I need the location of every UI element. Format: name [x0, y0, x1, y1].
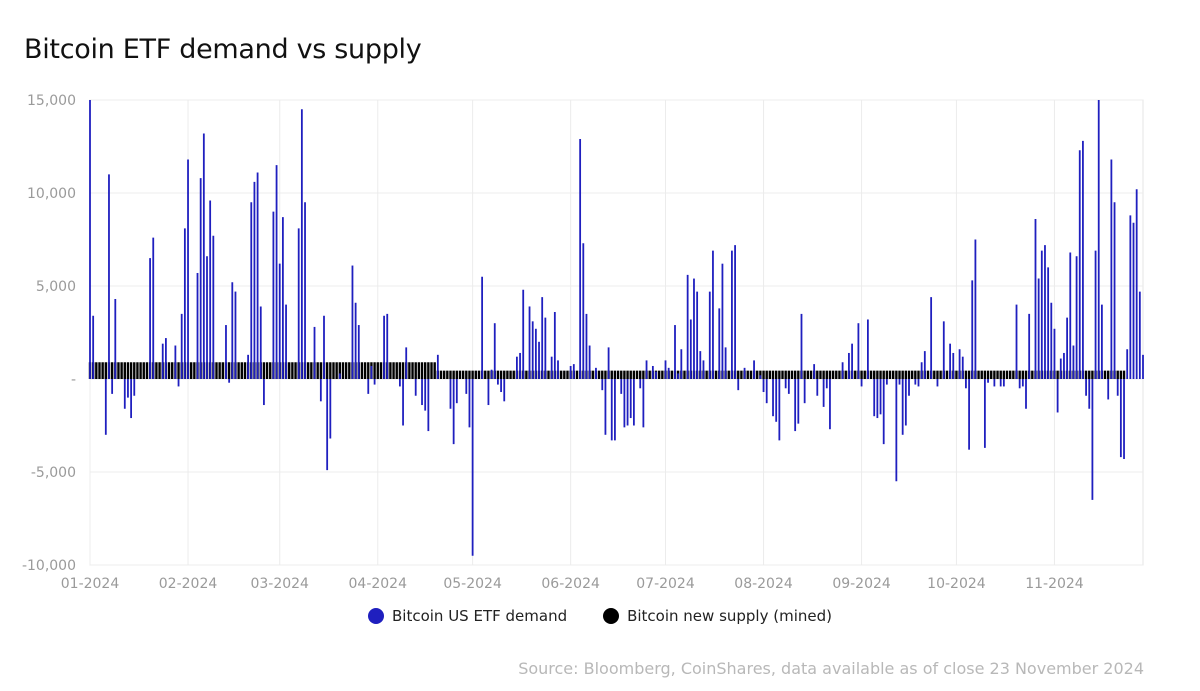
legend-swatch-etf-demand	[368, 608, 384, 624]
legend-swatch-mined-supply	[603, 608, 620, 624]
chart-legend: Bitcoin US ETF demand Bitcoin new supply…	[0, 607, 1200, 625]
x-tick-label: 01-2024	[61, 576, 120, 592]
x-tick-label: 10-2024	[927, 576, 986, 592]
x-tick-label: 06-2024	[541, 576, 600, 592]
x-tick-label: 07-2024	[636, 576, 695, 592]
x-tick-label: 02-2024	[159, 576, 218, 592]
source-note: Source: Bloomberg, CoinShares, data avai…	[518, 659, 1144, 678]
chart-title: Bitcoin ETF demand vs supply	[24, 34, 422, 65]
x-tick-label: 05-2024	[443, 576, 502, 592]
supply-series	[88, 362, 1126, 379]
y-tick-label: 15,000	[27, 93, 76, 109]
x-tick-label: 03-2024	[250, 576, 309, 592]
chart-grid	[89, 99, 1144, 566]
legend-label-mined-supply: Bitcoin new supply (mined)	[627, 607, 832, 625]
y-tick-label: 10,000	[27, 186, 76, 202]
x-axis: 01-2024 02-2024 03-2024 04-2024 05-2024 06-20…	[61, 576, 1084, 592]
y-axis: 15,000 10,000 5,000 - -5,000 -10,000	[22, 93, 76, 574]
demand-series	[89, 100, 1144, 556]
y-tick-label: 5,000	[36, 279, 76, 295]
legend-label-etf-demand: Bitcoin US ETF demand	[392, 607, 568, 625]
y-tick-label: -5,000	[31, 465, 76, 481]
legend-item-mined-supply: Bitcoin new supply (mined)	[603, 607, 832, 625]
x-tick-label: 11-2024	[1025, 576, 1084, 592]
y-tick-label: -	[71, 372, 76, 388]
x-tick-label: 09-2024	[832, 576, 891, 592]
x-tick-label: 04-2024	[349, 576, 408, 592]
legend-item-etf-demand: Bitcoin US ETF demand	[368, 607, 567, 625]
x-tick-label: 08-2024	[734, 576, 793, 592]
plot-border	[89, 99, 1144, 566]
y-tick-label: -10,000	[22, 558, 76, 574]
